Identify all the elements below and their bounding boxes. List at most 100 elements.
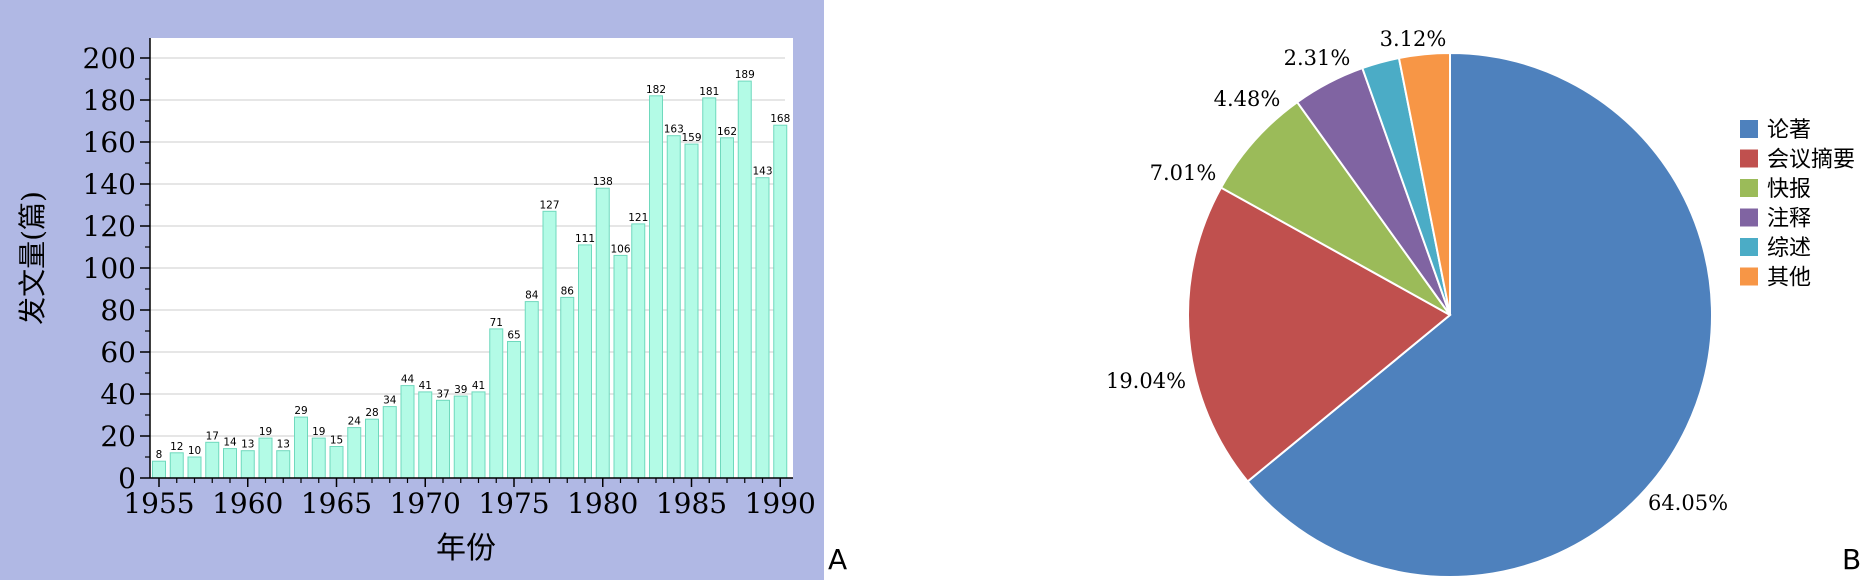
bar-value-label: 84 [525,290,539,302]
x-tick-label: 1990 [745,487,816,520]
bar-value-label: 37 [436,388,449,400]
bar-1977 [542,210,557,479]
bar-value-label: 29 [294,405,307,417]
bar-value-label: 65 [507,330,520,342]
bar-1984 [666,135,681,479]
y-tick-label: 160 [83,126,136,159]
bar-value-label: 181 [699,86,719,98]
bar-1973 [471,391,486,479]
y-tick-label: 200 [83,42,136,75]
bar-value-label: 28 [365,407,378,419]
legend-swatch [1740,208,1758,227]
y-axis-ticks: 0 20 40 60 80 100 120 140 160 180 200 [83,42,150,495]
pie-value-label: 3.12% [1380,27,1447,51]
x-axis-ticks: 1955 1960 1965 1970 1975 1980 1985 1990 [123,478,816,520]
bar-1971 [436,399,450,479]
pie-slice-5 [1397,51,1451,316]
bar-1962 [276,450,291,479]
pie-value-label: 4.48% [1214,87,1281,111]
bar-1974 [489,328,504,479]
panel-a-label: A [828,543,847,576]
pie-value-label: 2.31% [1284,46,1351,70]
bar-series [152,80,788,479]
legend-label: 其他 [1767,266,1811,291]
x-tick-label: 1985 [656,487,727,520]
bar-value-label: 159 [681,132,701,144]
bar-value-label: 10 [188,445,201,457]
bar-1990 [773,124,788,479]
bar-1960 [240,450,255,479]
bar-1982 [631,223,646,479]
bar-1976 [524,301,539,479]
pie-value-label: 64.05% [1648,491,1728,515]
bar-value-label: 13 [277,439,290,451]
legend-swatch [1740,149,1758,168]
bar-1978 [560,296,575,479]
bar-1968 [382,406,397,479]
bar-1987 [720,137,734,479]
bar-1955 [152,460,166,479]
y-tick-label: 0 [118,462,136,495]
legend-label: 快报 [1767,177,1811,202]
bar-value-label: 138 [593,176,613,188]
legend-swatch [1740,267,1758,286]
bar-1986 [702,97,717,479]
bar-value-label: 143 [752,166,772,178]
pie-slice-2 [1219,100,1451,316]
bar-1965 [329,446,344,479]
y-tick-label: 140 [83,168,136,201]
bar-1983 [649,95,663,479]
bar-1961 [258,437,273,479]
bar-1956 [169,452,184,479]
pie-value-label: 19.04% [1106,369,1186,393]
bar-1981 [613,254,628,479]
bar-1958 [205,441,220,479]
x-tick-label: 1970 [390,487,461,520]
bar-1989 [755,177,770,479]
bar-value-label: 71 [490,317,503,329]
legend-label: 会议摘要 [1767,148,1855,173]
pie-value-label: 7.01% [1150,161,1217,185]
bar-1970 [418,391,433,479]
bar-1957 [187,456,202,479]
y-tick-label: 180 [83,84,136,117]
bar-value-label: 12 [170,441,183,453]
bar-value-label: 13 [241,439,254,451]
bar-1964 [311,437,326,479]
x-tick-label: 1955 [123,487,194,520]
bar-value-label: 163 [664,124,684,136]
x-tick-label: 1965 [301,487,372,520]
pie-chart [1187,51,1713,578]
pie-value-labels: 64.05% 19.04% 7.01% 4.48%2.31% 3.12% [1106,27,1728,515]
y-tick-label: 80 [100,294,136,327]
y-tick-label: 120 [83,210,136,243]
x-tick-label: 1975 [478,487,549,520]
bar-1966 [347,427,362,479]
y-tick-label: 40 [100,378,136,411]
x-tick-label: 1980 [567,487,638,520]
pie-slice-1 [1187,186,1452,483]
bar-value-label: 168 [770,113,790,125]
bar-value-label: 24 [348,416,362,428]
bar-value-label: 121 [628,212,648,224]
bar-value-label: 182 [646,84,666,96]
bar-1980 [595,187,610,479]
bar-value-label: 44 [401,374,415,386]
bar-value-label: 34 [383,395,397,407]
bar-1985 [684,143,699,479]
bar-1975 [507,341,521,479]
legend-swatch [1740,238,1758,256]
panel-b-label: B [1842,543,1861,576]
bar-value-label: 106 [610,243,630,255]
bar-value-label: 19 [312,426,325,438]
y-tick-label: 60 [100,336,136,369]
legend-swatch [1740,120,1758,138]
legend-label: 综述 [1767,236,1811,261]
bar-1969 [400,385,415,479]
y-axis-label: 发文量(篇) [16,191,49,325]
legend-label: 论著 [1767,118,1811,143]
bar-value-label: 127 [539,199,559,211]
bar-value-label: 19 [259,426,272,438]
